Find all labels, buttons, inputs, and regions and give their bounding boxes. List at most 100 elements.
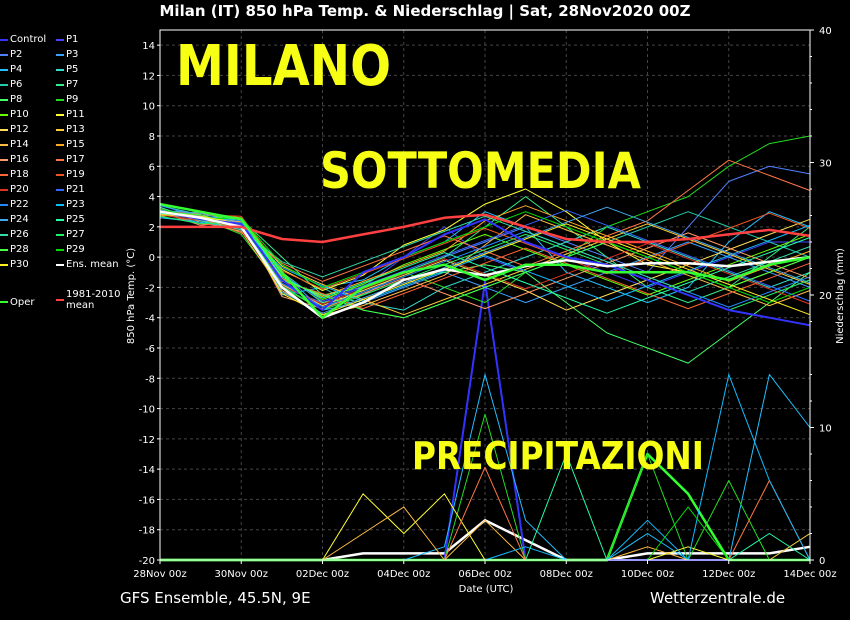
y2-tick-label: 10: [819, 424, 832, 435]
legend-item: P22: [0, 199, 29, 210]
legend-item: P17: [56, 154, 85, 165]
legend-item: P20: [0, 184, 29, 195]
legend-item: P12: [0, 124, 29, 135]
y-tick-label: -12: [139, 435, 155, 446]
legend-swatch: [0, 248, 8, 251]
legend-label: P13: [66, 124, 85, 135]
legend-item: 1981-2010 mean: [56, 289, 121, 311]
legend-item: P11: [56, 109, 85, 120]
legend-label: P20: [10, 184, 29, 195]
legend-label: Ens. mean: [66, 259, 119, 270]
legend-label: P9: [66, 94, 79, 105]
y-tick-label: -20: [139, 556, 155, 567]
x-tick-label: 28Nov 00z: [133, 569, 186, 580]
legend-item: P6: [0, 79, 22, 90]
legend-swatch: [0, 53, 8, 56]
y-tick-label: 10: [142, 102, 155, 113]
legend-label: P10: [10, 109, 29, 120]
x-tick-label: 06Dec 00z: [458, 569, 511, 580]
grid: [159, 30, 811, 561]
legend-item: P28: [0, 244, 29, 255]
y-tick-label: -14: [139, 465, 155, 476]
temp-line-p18: [159, 212, 811, 310]
legend-swatch: [56, 113, 64, 116]
legend-label: P19: [66, 169, 85, 180]
overlay-sottomedia: SOTTOMEDIA: [320, 142, 641, 200]
legend-label: P16: [10, 154, 29, 165]
y2-axis-label: Niederschlag (mm): [835, 248, 846, 344]
x-tick-label: 02Dec 00z: [296, 569, 349, 580]
legend-item: P3: [56, 49, 78, 60]
overlay-precipitazioni: PRECIPITAZIONI: [412, 434, 704, 478]
legend-swatch: [56, 233, 64, 236]
y-tick-label: -8: [145, 374, 155, 385]
legend-swatch: [0, 68, 8, 71]
legend-swatch: [56, 218, 64, 221]
legend-item: P30: [0, 259, 29, 270]
legend-label: P18: [10, 169, 29, 180]
legend-swatch: [56, 53, 64, 56]
y-tick-label: -6: [145, 344, 155, 355]
legend-label: P27: [66, 229, 85, 240]
y-tick-label: -4: [145, 314, 155, 325]
legend-label: P8: [10, 94, 23, 105]
y-tick-label: 12: [142, 71, 155, 82]
legend-swatch: [56, 203, 64, 206]
y-tick-label: 4: [149, 193, 155, 204]
y-tick-label: -18: [139, 526, 155, 537]
temp-line-p29: [159, 208, 811, 304]
y2-tick-label: 30: [819, 159, 832, 170]
legend-label: P2: [10, 49, 23, 60]
y-tick-label: 8: [149, 132, 155, 143]
temp-line-ens-mean: [159, 210, 811, 319]
legend-label: P6: [10, 79, 23, 90]
legend-item: P5: [56, 64, 78, 75]
ticks: 14121086420-2-4-6-8-10-12-14-16-18-2028N…: [133, 26, 836, 580]
legend-item: P25: [56, 214, 85, 225]
legend-item: P14: [0, 139, 29, 150]
legend-item: P7: [56, 79, 78, 90]
legend-item: P13: [56, 124, 85, 135]
legend-label: P4: [10, 64, 23, 75]
legend-label: P11: [66, 109, 85, 120]
legend-label: P7: [66, 79, 79, 90]
legend-item: P23: [56, 199, 85, 210]
y-tick-label: 6: [149, 162, 155, 173]
legend-label: Oper: [10, 296, 35, 308]
legend-label: Control: [10, 34, 47, 45]
legend-item: Control: [0, 34, 46, 45]
y-tick-label: 2: [149, 223, 155, 234]
legend-swatch: [0, 128, 8, 131]
y2-tick-label: 20: [819, 291, 832, 302]
legend-swatch: [56, 38, 64, 41]
legend-swatch: [56, 263, 64, 266]
footer-source: GFS Ensemble, 45.5N, 9E: [120, 589, 311, 607]
legend-label: P12: [10, 124, 29, 135]
chart-title: Milan (IT) 850 hPa Temp. & Niederschlag …: [159, 2, 691, 20]
legend-swatch: [0, 263, 8, 266]
legend-item: P2: [0, 49, 22, 60]
legend-label: P17: [66, 154, 85, 165]
legend-item: P4: [0, 64, 22, 75]
x-tick-label: 12Dec 00z: [702, 569, 755, 580]
temp-lines: [159, 135, 811, 364]
legend-swatch: [56, 143, 64, 146]
y-tick-label: -10: [139, 405, 155, 416]
x-tick-label: 10Dec 00z: [621, 569, 674, 580]
legend-item: Ens. mean: [56, 259, 119, 270]
legend-label: P24: [10, 214, 29, 225]
y-tick-label: -16: [139, 495, 155, 506]
y-tick-label: 0: [149, 253, 155, 264]
legend-swatch: [0, 301, 8, 303]
legend-swatch: [0, 113, 8, 116]
legend-label: P25: [66, 214, 85, 225]
y2-tick-label: 40: [819, 26, 832, 37]
legend-label: 1981-2010 mean: [66, 289, 121, 311]
legend-swatch: [0, 83, 8, 86]
x-axis-label: Date (UTC): [459, 584, 514, 595]
legend-label: P5: [66, 64, 79, 75]
legend-swatch: [0, 203, 8, 206]
x-tick-label: 14Dec 00z: [783, 569, 836, 580]
precip-line-p11: [160, 493, 810, 561]
